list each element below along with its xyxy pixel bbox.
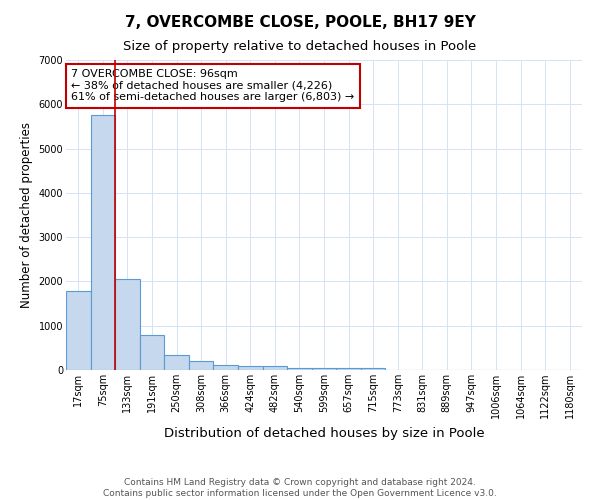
Bar — [287, 368, 312, 370]
Bar — [66, 291, 91, 370]
Text: 7, OVERCOMBE CLOSE, POOLE, BH17 9EY: 7, OVERCOMBE CLOSE, POOLE, BH17 9EY — [125, 15, 475, 30]
Bar — [140, 334, 164, 370]
Bar — [238, 366, 263, 370]
Text: Size of property relative to detached houses in Poole: Size of property relative to detached ho… — [124, 40, 476, 53]
Bar — [164, 355, 189, 370]
Bar — [189, 361, 214, 370]
Bar — [115, 279, 140, 370]
Text: Contains HM Land Registry data © Crown copyright and database right 2024.
Contai: Contains HM Land Registry data © Crown c… — [103, 478, 497, 498]
X-axis label: Distribution of detached houses by size in Poole: Distribution of detached houses by size … — [164, 426, 484, 440]
Bar — [91, 116, 115, 370]
Y-axis label: Number of detached properties: Number of detached properties — [20, 122, 33, 308]
Bar — [263, 366, 287, 370]
Bar — [214, 365, 238, 370]
Text: 7 OVERCOMBE CLOSE: 96sqm
← 38% of detached houses are smaller (4,226)
61% of sem: 7 OVERCOMBE CLOSE: 96sqm ← 38% of detach… — [71, 70, 355, 102]
Bar — [361, 368, 385, 370]
Bar — [336, 368, 361, 370]
Bar — [312, 368, 336, 370]
